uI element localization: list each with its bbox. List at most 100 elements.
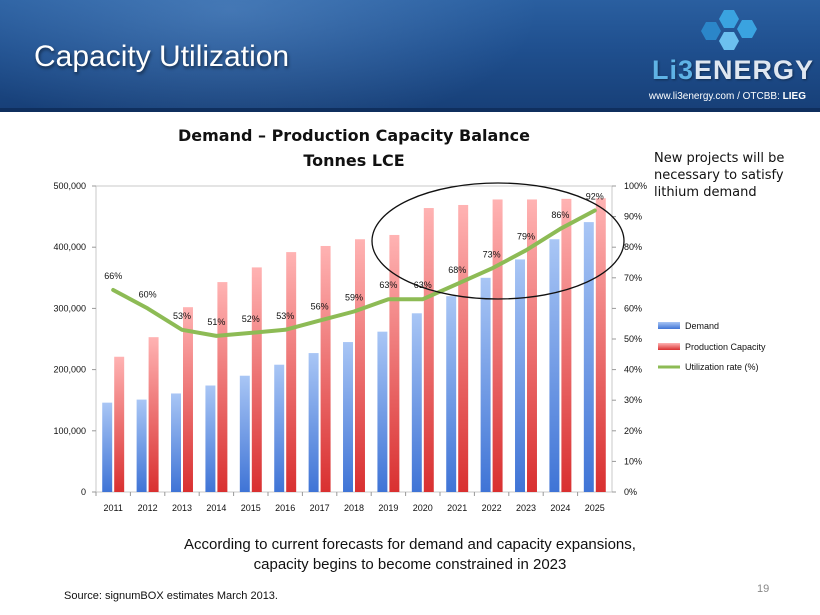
- x-tick-label: 2025: [585, 503, 605, 513]
- capacity-bar: [527, 199, 537, 492]
- chart-title: Demand – Production Capacity Balance: [178, 126, 530, 145]
- logo-prefix: Li3: [652, 55, 695, 85]
- legend-label-demand: Demand: [685, 321, 719, 331]
- demand-bar: [583, 222, 594, 492]
- callout-text: New projects will be necessary to satisf…: [654, 151, 785, 200]
- slide-header: [0, 0, 820, 112]
- legend-swatch-capacity: [658, 343, 680, 350]
- left-tick-label: 200,000: [53, 365, 86, 375]
- page-number: 19: [757, 583, 770, 595]
- right-tick-label: 90%: [624, 212, 642, 222]
- x-tick-label: 2024: [550, 503, 570, 513]
- utilization-label: 63%: [414, 280, 432, 290]
- capacity-bar: [217, 282, 228, 492]
- utilization-label: 73%: [483, 250, 501, 260]
- utilization-label: 53%: [173, 311, 191, 321]
- demand-bar: [239, 375, 250, 492]
- capacity-bar: [148, 337, 159, 492]
- x-tick-label: 2023: [516, 503, 536, 513]
- chart-subtitle: Tonnes LCE: [303, 151, 404, 170]
- capacity-bar: [561, 198, 572, 492]
- company-logo-text: Li3ENERGY: [652, 55, 814, 86]
- utilization-label: 53%: [276, 311, 294, 321]
- legend-label-utilization: Utilization rate (%): [685, 362, 759, 372]
- logo-suffix: ENERGY: [694, 55, 815, 85]
- right-tick-label: 30%: [624, 395, 642, 405]
- x-tick-label: 2011: [104, 503, 123, 513]
- slide-title: Capacity Utilization: [34, 40, 290, 73]
- x-tick-label: 2021: [447, 503, 467, 513]
- x-tick-label: 2015: [241, 503, 261, 513]
- demand-bar: [205, 385, 216, 492]
- right-tick-label: 0%: [624, 487, 637, 497]
- demand-bar: [411, 313, 422, 492]
- x-tick-label: 2022: [482, 503, 502, 513]
- utilization-label: 52%: [242, 314, 260, 324]
- capacity-bar: [355, 239, 365, 492]
- right-tick-label: 80%: [624, 242, 642, 252]
- demand-bar: [343, 342, 353, 492]
- x-tick-label: 2014: [206, 503, 226, 513]
- right-tick-label: 100%: [624, 181, 647, 191]
- x-tick-label: 2016: [275, 503, 295, 513]
- capacity-bar: [286, 252, 297, 492]
- right-tick-label: 10%: [624, 456, 642, 466]
- url-text: www.li3energy.com / OTCBB:: [648, 91, 783, 102]
- capacity-bar: [595, 198, 606, 492]
- highlight-ellipse: [371, 182, 625, 300]
- right-tick-label: 20%: [624, 426, 642, 436]
- legend-label-capacity: Production Capacity: [685, 342, 766, 352]
- capacity-bar: [492, 199, 503, 492]
- demand-bar: [549, 239, 560, 492]
- utilization-label: 86%: [551, 210, 569, 220]
- demand-bar: [102, 402, 113, 492]
- x-tick-label: 2012: [138, 503, 158, 513]
- ticker-symbol: LIEG: [782, 91, 806, 102]
- left-tick-label: 400,000: [53, 242, 86, 252]
- slide-caption: According to current forecasts for deman…: [100, 535, 720, 575]
- left-tick-label: 0: [81, 487, 86, 497]
- x-tick-label: 2019: [378, 503, 398, 513]
- utilization-label: 56%: [311, 302, 329, 312]
- x-tick-label: 2020: [413, 503, 433, 513]
- utilization-line: [111, 208, 597, 338]
- x-tick-label: 2017: [310, 503, 330, 513]
- demand-bar: [377, 331, 388, 492]
- demand-bar: [136, 399, 147, 492]
- caption-line-1: According to current forecasts for deman…: [184, 536, 636, 553]
- right-tick-label: 70%: [624, 273, 642, 283]
- demand-bar: [274, 364, 285, 492]
- right-tick-label: 60%: [624, 303, 642, 313]
- hexagon-cluster-icon: [701, 10, 757, 50]
- capacity-bar: [423, 208, 434, 493]
- capacity-bar: [114, 356, 125, 492]
- capacity-bar: [183, 307, 193, 492]
- utilization-label: 66%: [104, 271, 122, 281]
- demand-bar: [171, 393, 181, 492]
- company-url[interactable]: www.li3energy.com / OTCBB: LIEG: [649, 91, 806, 102]
- demand-bar: [480, 277, 491, 492]
- demand-bar: [308, 353, 319, 492]
- x-tick-label: 2018: [344, 503, 364, 513]
- utilization-label: 92%: [586, 191, 604, 201]
- caption-line-2: capacity begins to become constrained in…: [253, 556, 567, 573]
- right-tick-label: 50%: [624, 334, 642, 344]
- utilization-label: 68%: [448, 265, 466, 275]
- demand-bar: [446, 296, 457, 492]
- utilization-label: 60%: [139, 289, 157, 299]
- header-band: [0, 108, 820, 112]
- right-tick-label: 40%: [624, 365, 642, 375]
- left-tick-label: 500,000: [53, 181, 86, 191]
- capacity-bar: [320, 245, 331, 492]
- x-tick-label: 2013: [172, 503, 192, 513]
- left-tick-label: 100,000: [53, 426, 86, 436]
- header-highlight: [0, 0, 540, 112]
- source-note: Source: signumBOX estimates March 2013.: [64, 590, 278, 602]
- demand-bar: [515, 259, 525, 492]
- capacity-bar: [389, 234, 400, 492]
- utilization-label: 63%: [379, 280, 397, 290]
- capacity-bar: [251, 267, 262, 492]
- legend-swatch-demand: [658, 322, 680, 329]
- capacity-bar: [458, 204, 469, 493]
- left-tick-label: 300,000: [53, 303, 86, 313]
